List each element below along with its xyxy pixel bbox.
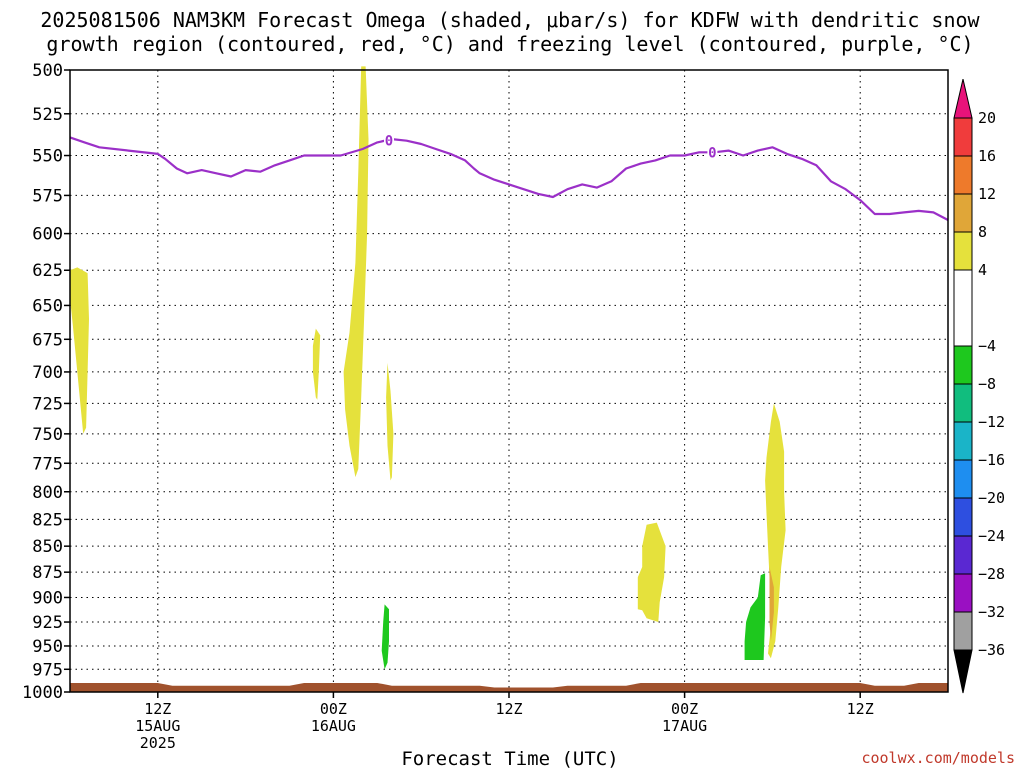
y-tick-label-800: 800 xyxy=(32,483,63,503)
freezing-level-line xyxy=(69,136,949,221)
y-axis-ticks: 500 525 550 575 600 625 650 675 700 725 750 775 800 8… xyxy=(22,61,70,703)
colorbar-band-11 xyxy=(953,535,973,575)
colorbar-label--20: −20 xyxy=(978,489,1005,507)
colorbar-top-arrow xyxy=(953,79,973,119)
colorbar-label--24: −24 xyxy=(978,527,1005,545)
colorbar-label--16: −16 xyxy=(978,451,1005,469)
y-tick-label-725: 725 xyxy=(32,394,63,414)
colorbar-label--4: −4 xyxy=(978,337,996,355)
x-tick-label-6-1: 15AUG xyxy=(135,717,180,735)
site-credit: coolwx.com/models xyxy=(861,749,1015,767)
y-tick-label-500: 500 xyxy=(32,61,63,81)
y-tick-label-700: 700 xyxy=(32,363,63,383)
x-tick-label-54-0: 12Z xyxy=(847,700,874,718)
colorbar-label-20: 20 xyxy=(978,109,996,127)
colorbar-band-6 xyxy=(953,345,973,385)
chart-title-line1: 2025081506 NAM3KM Forecast Omega (shaded… xyxy=(40,8,980,32)
x-tick-label-18-0: 00Z xyxy=(320,700,347,718)
omega-area-0 xyxy=(70,267,89,434)
colorbar-band-4 xyxy=(953,231,973,271)
x-tick-label-30-0: 12Z xyxy=(495,700,522,718)
y-tick-label-975: 975 xyxy=(32,660,63,680)
omega-area-1 xyxy=(312,328,321,400)
colorbar-band-2 xyxy=(953,155,973,195)
omega-colorbar: 20 16 12 8 4 −4 −8 −12 −16 −20 −24 −28 −32 −36 xyxy=(953,79,1005,694)
colorbar-band-13 xyxy=(953,611,973,651)
freezing-level-label-0: 0 xyxy=(385,134,393,150)
colorbar-band-3 xyxy=(953,193,973,233)
omega-shaded-areas xyxy=(70,66,786,670)
y-tick-label-950: 950 xyxy=(32,637,63,657)
x-tick-label-42-1: 17AUG xyxy=(662,717,707,735)
y-tick-label-625: 625 xyxy=(32,261,63,281)
colorbar-band-7 xyxy=(953,383,973,423)
y-tick-label-850: 850 xyxy=(32,537,63,557)
freezing-level-contour: 00 xyxy=(69,132,949,221)
colorbar-label-16: 16 xyxy=(978,147,996,165)
y-tick-label-925: 925 xyxy=(32,613,63,633)
colorbar-band-9 xyxy=(953,459,973,499)
chart-title-line2: growth region (contoured, red, °C) and f… xyxy=(46,32,973,56)
x-axis-label: Forecast Time (UTC) xyxy=(401,748,618,768)
y-tick-label-575: 575 xyxy=(32,186,63,206)
colorbar-label-8: 8 xyxy=(978,223,987,241)
y-tick-label-525: 525 xyxy=(32,105,63,125)
terrain-fill xyxy=(70,683,948,692)
y-tick-label-825: 825 xyxy=(32,510,63,530)
omega-area-3 xyxy=(386,362,394,481)
colorbar-label--12: −12 xyxy=(978,413,1005,431)
y-tick-label-1000: 1000 xyxy=(22,683,63,703)
y-tick-label-875: 875 xyxy=(32,563,63,583)
x-tick-label-18-1: 16AUG xyxy=(311,717,356,735)
colorbar-label-12: 12 xyxy=(978,185,996,203)
y-tick-label-650: 650 xyxy=(32,296,63,316)
colorbar-band-8 xyxy=(953,421,973,461)
freezing-level-label-1: 0 xyxy=(708,145,716,161)
x-tick-label-6-0: 12Z xyxy=(144,700,171,718)
colorbar-label--8: −8 xyxy=(978,375,996,393)
colorbar-label--36: −36 xyxy=(978,641,1005,659)
omega-area-5 xyxy=(765,403,786,659)
y-tick-label-900: 900 xyxy=(32,588,63,608)
x-tick-label-42-0: 00Z xyxy=(671,700,698,718)
y-tick-label-550: 550 xyxy=(32,147,63,167)
colorbar-band-10 xyxy=(953,497,973,537)
omega-area-7 xyxy=(381,604,389,670)
freezing-label-bg-1 xyxy=(707,144,718,160)
colorbar-label--32: −32 xyxy=(978,603,1005,621)
y-tick-label-600: 600 xyxy=(32,225,63,245)
omega-area-6 xyxy=(769,567,774,642)
colorbar-band-12 xyxy=(953,573,973,613)
colorbar-bottom-arrow xyxy=(953,649,973,694)
y-tick-label-775: 775 xyxy=(32,454,63,474)
x-tick-label-6-2: 2025 xyxy=(140,734,176,752)
omega-area-8 xyxy=(744,573,766,660)
colorbar-band-1 xyxy=(953,117,973,157)
colorbar-band-5 xyxy=(953,269,973,347)
omega-area-2 xyxy=(343,66,369,478)
colorbar-label--28: −28 xyxy=(978,565,1005,583)
omega-area-4 xyxy=(637,522,666,622)
grid-lines xyxy=(70,70,948,692)
freezing-label-bg-0 xyxy=(384,132,395,148)
y-tick-label-675: 675 xyxy=(32,330,63,350)
terrain-layer xyxy=(70,683,948,692)
y-tick-label-750: 750 xyxy=(32,425,63,445)
colorbar-label-4: 4 xyxy=(978,261,987,279)
